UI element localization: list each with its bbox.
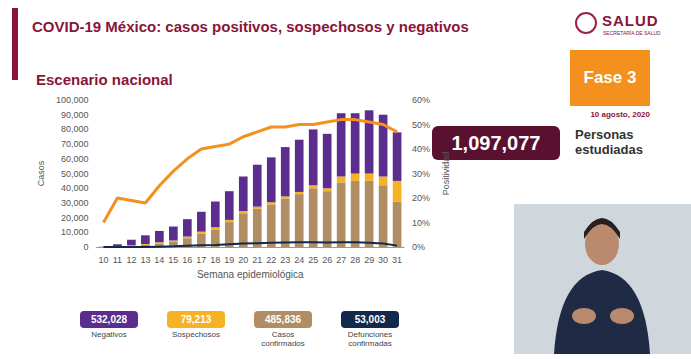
svg-text:50,000: 50,000 xyxy=(61,169,89,179)
svg-text:19: 19 xyxy=(224,255,234,265)
svg-text:Casos: Casos xyxy=(36,160,46,186)
html-text:COVID-19 México: casos positiv: COVID-19 México: casos positivos, sospec… xyxy=(32,18,469,35)
html-text:79,213: 79,213 xyxy=(180,314,212,325)
svg-text:24: 24 xyxy=(294,255,304,265)
svg-text:12: 12 xyxy=(126,255,136,265)
svg-text:29: 29 xyxy=(364,255,374,265)
svg-text:28: 28 xyxy=(350,255,360,265)
svg-text:100,000: 100,000 xyxy=(56,95,89,105)
svg-text:15: 15 xyxy=(168,255,178,265)
html-text:Sospechosos: Sospechosos xyxy=(172,330,220,339)
svg-text:50%: 50% xyxy=(412,120,430,130)
svg-text:0: 0 xyxy=(83,242,88,252)
svg-text:11: 11 xyxy=(113,255,122,265)
svg-text:60,000: 60,000 xyxy=(61,154,89,164)
svg-text:40,000: 40,000 xyxy=(61,183,89,193)
html-text:Casos confirmados: Casos confirmados xyxy=(261,330,305,348)
html-text:SECRETARÍA DE SALUD: SECRETARÍA DE SALUD xyxy=(603,30,661,36)
html-text:1,097,077: 1,097,077 xyxy=(451,131,541,154)
svg-text:20%: 20% xyxy=(412,193,430,203)
html-text:Negativos: Negativos xyxy=(91,330,127,339)
svg-text:Semana epidemiológica: Semana epidemiológica xyxy=(197,269,304,280)
svg-text:30: 30 xyxy=(378,255,388,265)
svg-text:25: 25 xyxy=(308,255,318,265)
svg-text:40%: 40% xyxy=(412,144,430,154)
svg-text:20: 20 xyxy=(238,255,248,265)
html-text:10 agosto, 2020: 10 agosto, 2020 xyxy=(590,110,650,119)
svg-text:23: 23 xyxy=(280,255,290,265)
html-text:Escenario nacional: Escenario nacional xyxy=(36,71,173,88)
svg-text:16: 16 xyxy=(182,255,192,265)
html-text:SALUD: SALUD xyxy=(602,12,659,29)
svg-text:10,000: 10,000 xyxy=(61,227,89,237)
svg-text:60%: 60% xyxy=(412,95,430,105)
svg-text:Positividad: Positividad xyxy=(441,152,451,196)
svg-text:10: 10 xyxy=(98,255,108,265)
html-text:53,003: 53,003 xyxy=(354,314,386,325)
svg-text:27: 27 xyxy=(336,255,346,265)
svg-text:10%: 10% xyxy=(412,218,430,228)
svg-text:90,000: 90,000 xyxy=(61,110,89,120)
html-text:Fase 3: Fase 3 xyxy=(583,68,637,87)
svg-text:80,000: 80,000 xyxy=(61,124,89,134)
svg-text:30%: 30% xyxy=(412,169,430,179)
svg-text:13: 13 xyxy=(140,255,150,265)
html-text:Personas estudiadas: Personas estudiadas xyxy=(575,127,643,157)
svg-text:18: 18 xyxy=(210,255,220,265)
svg-text:70,000: 70,000 xyxy=(61,139,89,149)
html-text:485,836: 485,836 xyxy=(264,314,302,325)
svg-text:22: 22 xyxy=(266,255,276,265)
svg-text:31: 31 xyxy=(392,255,402,265)
svg-text:21: 21 xyxy=(252,255,262,265)
svg-text:30,000: 30,000 xyxy=(61,198,89,208)
svg-text:17: 17 xyxy=(196,255,206,265)
svg-text:20,000: 20,000 xyxy=(61,213,89,223)
html-text:Defunciones confirmadas: Defunciones confirmadas xyxy=(347,330,393,348)
svg-text:0%: 0% xyxy=(412,242,425,252)
svg-text:26: 26 xyxy=(322,255,332,265)
html-text:532,028: 532,028 xyxy=(90,314,128,325)
svg-text:14: 14 xyxy=(154,255,164,265)
